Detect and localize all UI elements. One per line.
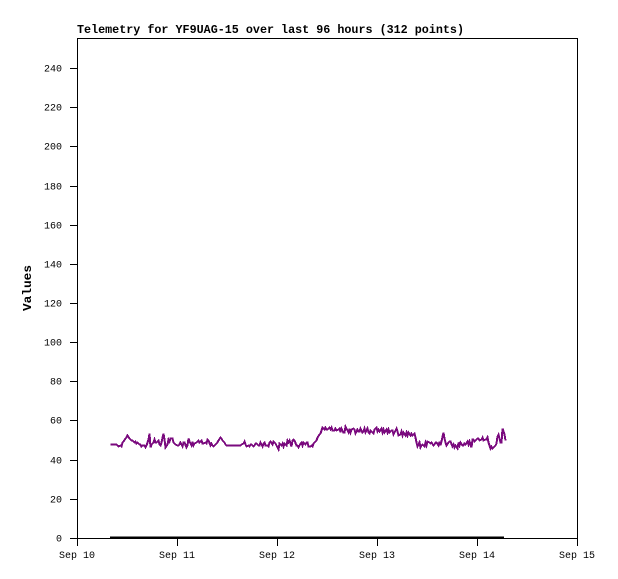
svg-text:200: 200 xyxy=(44,143,62,154)
svg-text:Sep 15: Sep 15 xyxy=(559,551,595,562)
svg-text:Telemetry for YF9UAG-15 over l: Telemetry for YF9UAG-15 over last 96 hou… xyxy=(77,24,464,37)
svg-text:180: 180 xyxy=(44,183,62,194)
svg-text:240: 240 xyxy=(44,65,62,76)
svg-text:20: 20 xyxy=(50,496,62,507)
svg-text:Sep 12: Sep 12 xyxy=(259,551,295,562)
svg-text:140: 140 xyxy=(44,261,62,272)
svg-text:60: 60 xyxy=(50,417,62,428)
svg-text:40: 40 xyxy=(50,457,62,468)
svg-text:220: 220 xyxy=(44,104,62,115)
svg-text:0: 0 xyxy=(56,535,62,546)
svg-text:80: 80 xyxy=(50,378,62,389)
svg-text:Sep 10: Sep 10 xyxy=(59,551,95,562)
svg-text:160: 160 xyxy=(44,222,62,233)
svg-text:Sep 11: Sep 11 xyxy=(159,551,195,562)
svg-text:Sep 13: Sep 13 xyxy=(359,551,395,562)
svg-text:Sep 14: Sep 14 xyxy=(459,551,495,562)
svg-text:120: 120 xyxy=(44,300,62,311)
svg-text:100: 100 xyxy=(44,339,62,350)
svg-text:Values: Values xyxy=(22,265,35,311)
